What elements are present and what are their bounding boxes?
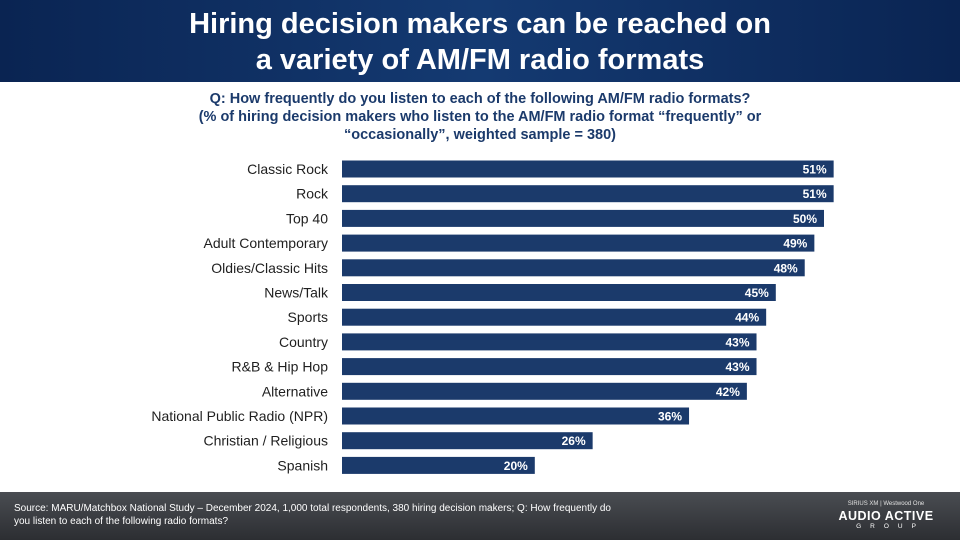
category-label-country: Country (279, 334, 328, 350)
bar-country (342, 333, 757, 351)
bar-rock (342, 185, 834, 203)
source-line-2: you listen to each of the following radi… (14, 516, 229, 527)
category-label-rock: Rock (296, 186, 329, 202)
bar-classic-rock (342, 160, 834, 178)
logo-westwood-one: Westwood One (883, 501, 925, 507)
category-label-christian-religious: Christian / Religious (204, 433, 329, 449)
logo-partners: SIRIUS XM | Westwood One (826, 500, 946, 509)
logo-subtext: GROUP (856, 523, 925, 530)
header-banner: Hiring decision makers can be reached on… (0, 0, 960, 82)
question-line-3: “occasionally”, weighted sample = 380) (344, 127, 616, 143)
category-label-alternative: Alternative (262, 383, 328, 399)
category-label-classic-rock: Classic Rock (247, 161, 329, 177)
value-label-top-40: 50% (793, 212, 817, 226)
footer-bar: Source: MARU/Matchbox National Study – D… (0, 492, 960, 540)
bar-top-40 (342, 209, 824, 227)
value-label-national-public-radio-npr: 36% (658, 410, 682, 424)
question-line-1: Q: How frequently do you listen to each … (209, 91, 751, 107)
value-label-christian-religious: 26% (562, 434, 586, 448)
value-label-adult-contemporary: 49% (783, 237, 807, 251)
category-label-adult-contemporary: Adult Contemporary (203, 235, 328, 251)
category-label-national-public-radio-npr: National Public Radio (NPR) (151, 408, 328, 424)
survey-question: Q: How frequently do you listen to each … (80, 90, 880, 144)
value-label-country: 43% (725, 335, 749, 349)
bar-adult-contemporary (342, 234, 815, 252)
value-label-rock: 51% (803, 187, 827, 201)
source-note: Source: MARU/Matchbox National Study – D… (14, 502, 714, 528)
category-label-oldies-classic-hits: Oldies/Classic Hits (211, 260, 328, 276)
question-line-2: (% of hiring decision makers who listen … (198, 109, 762, 125)
bar-sports (342, 308, 767, 326)
value-label-r-b-hip-hop: 43% (725, 360, 749, 374)
value-label-alternative: 42% (716, 385, 740, 399)
category-label-spanish: Spanish (277, 457, 328, 473)
logo-wordmark: AUDIO ACTIVE (838, 509, 934, 523)
logo-divider: | (880, 501, 884, 507)
bar-alternative (342, 382, 747, 400)
bar-christian-religious (342, 432, 593, 450)
value-label-news-talk: 45% (745, 286, 769, 300)
bar-news-talk (342, 284, 776, 301)
title-line-1: Hiring decision makers can be reached on (189, 8, 771, 40)
value-label-classic-rock: 51% (803, 163, 827, 177)
slide-title: Hiring decision makers can be reached on… (0, 0, 960, 78)
title-line-2: a variety of AM/FM radio formats (255, 44, 705, 76)
value-label-sports: 44% (735, 311, 759, 325)
category-label-sports: Sports (288, 309, 328, 325)
audio-active-group-logo: SIRIUS XM | Westwood One AUDIO ACTIVE GR… (826, 500, 946, 531)
value-label-spanish: 20% (504, 459, 528, 473)
category-label-news-talk: News/Talk (264, 285, 329, 301)
category-label-r-b-hip-hop: R&B & Hip Hop (232, 359, 329, 375)
bar-chart: Classic Rock 51% Rock 51% Top 40 50% Adult Con… (151, 160, 834, 474)
bar-national-public-radio-npr (342, 407, 690, 425)
bar-r-b-hip-hop (342, 358, 757, 376)
value-label-oldies-classic-hits: 48% (774, 261, 798, 275)
bar-spanish (342, 456, 535, 474)
logo-siriusxm: SIRIUS XM (847, 501, 879, 507)
category-label-top-40: Top 40 (286, 210, 328, 226)
source-line-1: Source: MARU/Matchbox National Study – D… (14, 503, 611, 514)
bar-oldies-classic-hits (342, 259, 805, 277)
